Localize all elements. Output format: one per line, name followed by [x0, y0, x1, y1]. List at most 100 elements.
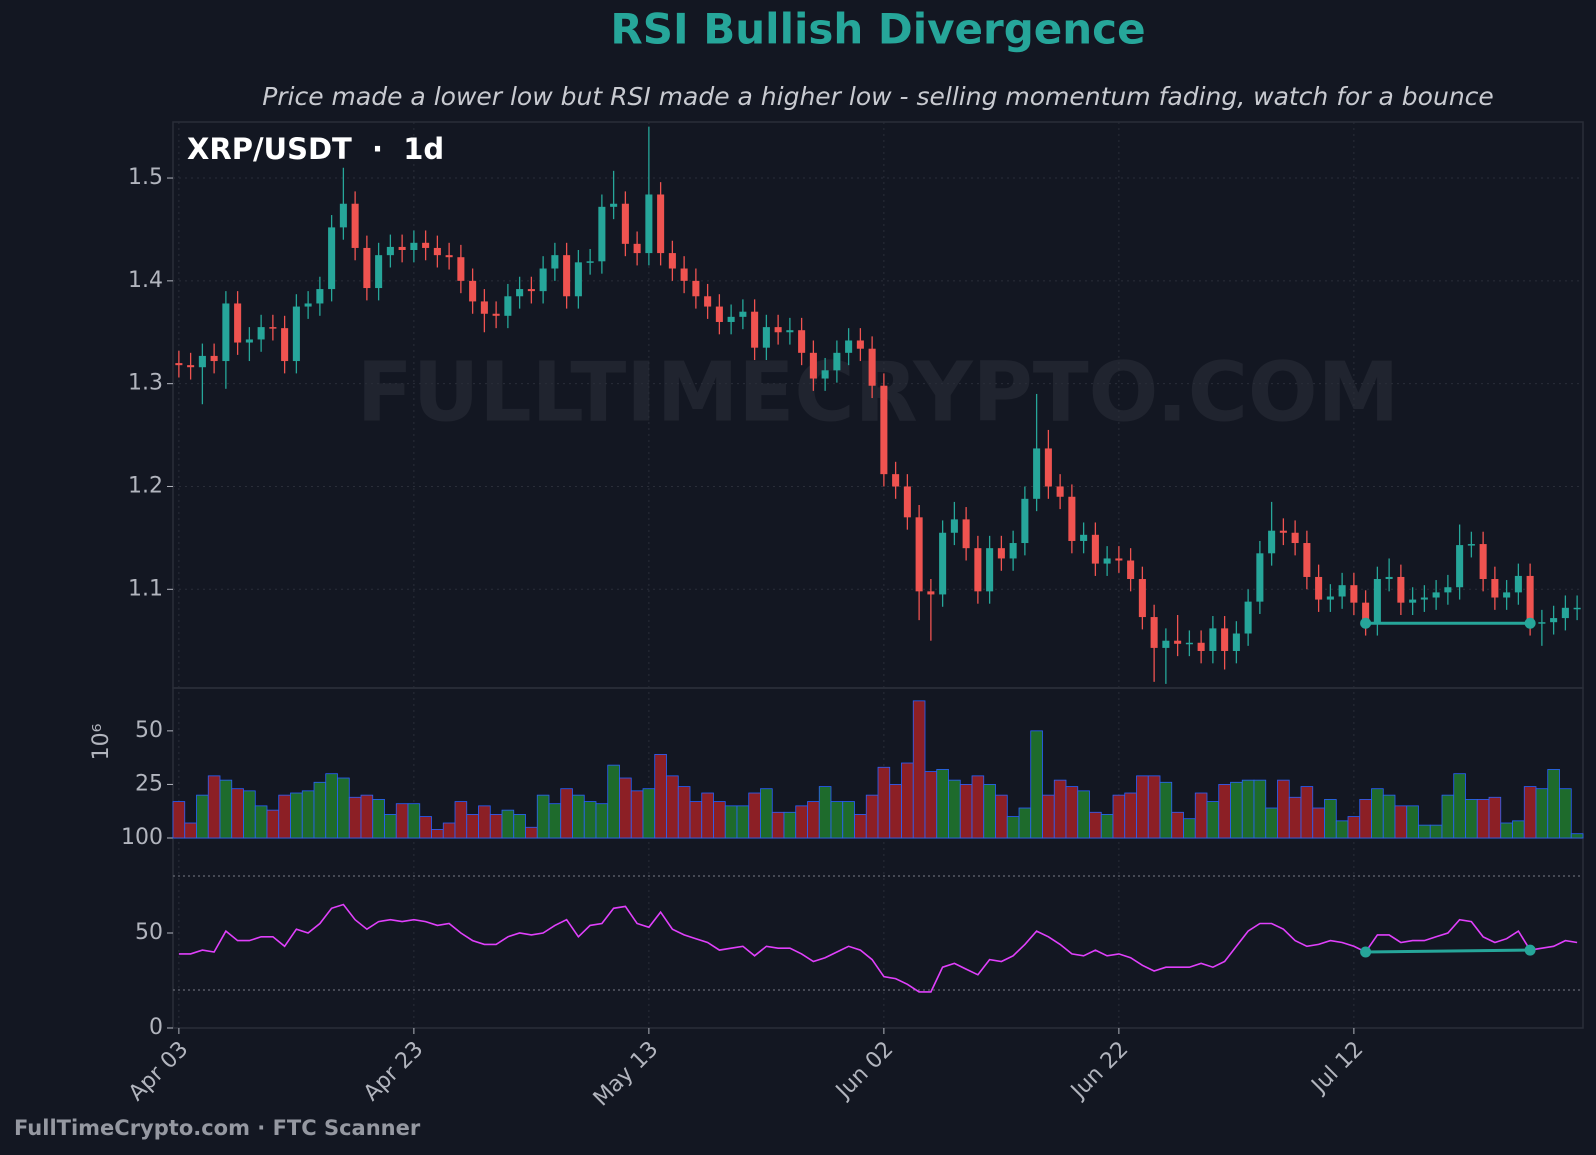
- volume-bar: [572, 794, 585, 839]
- volume-bar: [971, 775, 985, 839]
- candle-body: [1221, 628, 1229, 651]
- volume-bar: [1429, 824, 1443, 839]
- volume-bar: [1100, 814, 1114, 839]
- candle-body: [1150, 617, 1158, 648]
- divergence-point: [1524, 617, 1536, 629]
- candle-body: [880, 385, 888, 475]
- candle-body: [621, 203, 629, 244]
- volume-bar: [1324, 799, 1337, 839]
- volume-bar: [983, 784, 996, 839]
- candle-body: [1091, 534, 1099, 564]
- candle-body: [762, 327, 770, 348]
- candle-body: [939, 532, 947, 595]
- candle-body: [504, 296, 512, 316]
- candle-body: [1491, 579, 1499, 598]
- candle-body: [257, 327, 265, 340]
- candle-body: [962, 519, 970, 549]
- volume-bar: [948, 779, 961, 839]
- y-tick-label: 25: [135, 771, 163, 796]
- candle-body: [868, 348, 876, 386]
- volume-bar: [1065, 786, 1079, 839]
- volume-bar: [748, 792, 761, 839]
- candle-body: [1185, 642, 1193, 645]
- candle-body: [198, 355, 206, 368]
- volume-bar: [243, 790, 256, 839]
- volume-bar: [1194, 792, 1208, 839]
- candle-body: [1021, 498, 1029, 544]
- candle-body: [375, 255, 383, 289]
- candle-body: [433, 247, 441, 256]
- volume-bar: [278, 794, 291, 839]
- volume-bar: [877, 766, 891, 839]
- volume-bar: [1253, 779, 1267, 839]
- volume-bar: [513, 814, 526, 839]
- panel-label: XRP/USDT · 1d: [187, 132, 444, 166]
- volume-bar: [548, 803, 562, 839]
- divergence-rsi: [1365, 948, 1531, 954]
- candle-body: [304, 303, 312, 307]
- volume-bar: [689, 801, 703, 839]
- volume-bar: [313, 781, 327, 839]
- candle-body: [410, 242, 418, 251]
- candle-body: [574, 262, 582, 297]
- candle-body: [175, 363, 183, 366]
- volume-bar: [865, 794, 879, 839]
- divergence-point: [1360, 617, 1372, 629]
- candle-body: [997, 548, 1005, 559]
- candle-body: [1291, 532, 1299, 544]
- candle-body: [1056, 486, 1064, 497]
- volume-bar: [1559, 788, 1572, 839]
- volume-bar: [196, 794, 209, 839]
- candle-body: [1338, 585, 1346, 597]
- volume-bar: [724, 805, 738, 839]
- volume-bar: [454, 801, 468, 839]
- volume-bar: [1500, 822, 1513, 839]
- candle-body: [739, 311, 747, 317]
- candle-body: [645, 194, 653, 254]
- candle-body: [986, 548, 994, 592]
- volume-bar: [348, 796, 362, 839]
- candle-body: [1503, 592, 1511, 598]
- volume-bar: [1570, 833, 1584, 839]
- candle-body: [398, 246, 406, 251]
- candle-body: [269, 327, 277, 329]
- volume-bar: [901, 762, 914, 839]
- volume-axis-label: 10⁶: [89, 723, 114, 760]
- volume-bar: [1089, 811, 1102, 839]
- candle-body: [1115, 558, 1123, 561]
- candle-body: [1044, 448, 1052, 487]
- candle-body: [598, 206, 606, 262]
- candle-body: [328, 227, 336, 290]
- watermark: FULLTIMECRYPTO.COM: [357, 345, 1399, 440]
- volume-bar: [936, 769, 949, 839]
- candle-body: [950, 519, 958, 533]
- volume-bar: [924, 771, 938, 839]
- candle-body: [774, 327, 782, 333]
- volume-bar: [431, 829, 444, 839]
- candle-body: [1103, 558, 1111, 564]
- volume-bar: [912, 700, 926, 839]
- volume-bar: [630, 790, 644, 839]
- candle-body: [657, 194, 665, 254]
- volume-bar: [1465, 799, 1478, 839]
- volume-bar: [1206, 801, 1220, 839]
- volume-bar: [1112, 794, 1126, 839]
- candle-body: [1303, 543, 1311, 577]
- volume-bar: [1230, 781, 1243, 839]
- volume-bar: [1006, 816, 1020, 839]
- volume-bar: [560, 788, 573, 839]
- candle-body: [516, 289, 524, 297]
- y-tick-label: 1.5: [128, 165, 163, 190]
- candle-body: [1456, 545, 1464, 588]
- chart-subtitle: Price made a lower low but RSI made a hi…: [262, 82, 1494, 111]
- candle-body: [1573, 607, 1581, 610]
- volume-bar: [1288, 796, 1302, 839]
- volume-bar: [1159, 781, 1173, 839]
- volume-bar: [489, 814, 503, 839]
- candle-body: [1467, 544, 1475, 546]
- candle-body: [210, 355, 218, 362]
- candle-body: [316, 289, 324, 304]
- volume-bar: [1218, 784, 1231, 839]
- candle-body: [845, 340, 853, 353]
